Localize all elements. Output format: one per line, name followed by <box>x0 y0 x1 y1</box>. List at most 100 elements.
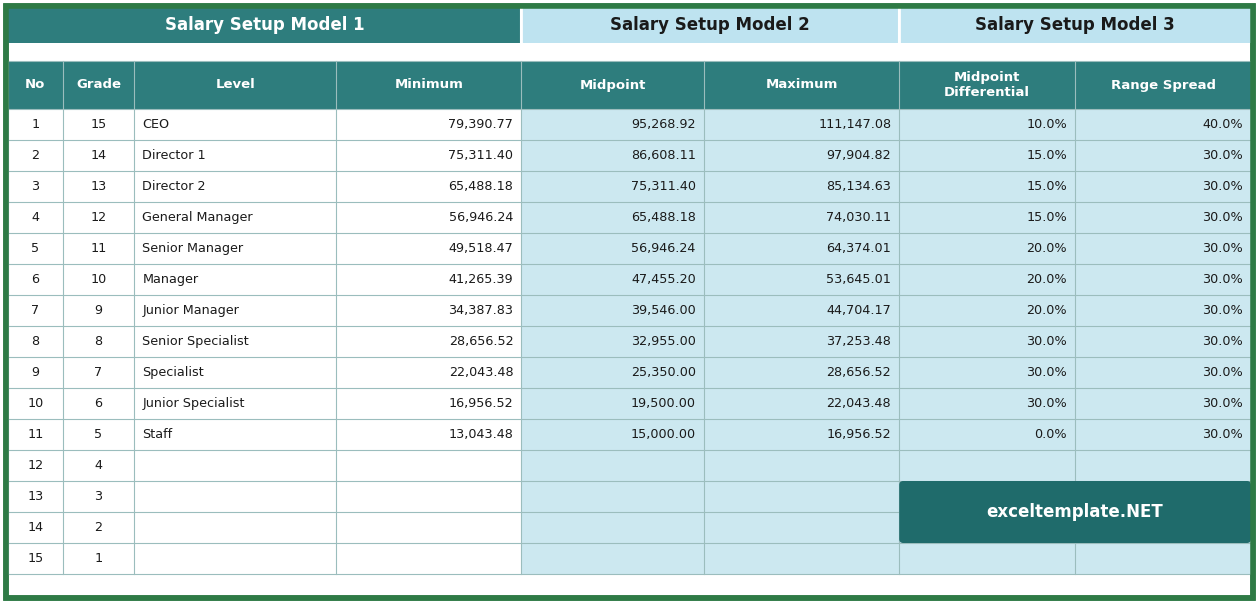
Bar <box>63 295 135 326</box>
Bar <box>135 140 336 171</box>
Text: 28,656.52: 28,656.52 <box>827 366 891 379</box>
Text: 22,043.48: 22,043.48 <box>448 366 514 379</box>
Bar <box>336 388 521 419</box>
Text: 8: 8 <box>94 335 103 348</box>
Bar <box>704 295 899 326</box>
Bar <box>1075 450 1251 481</box>
Bar <box>8 202 63 233</box>
Bar <box>899 202 1075 233</box>
Bar <box>8 109 63 140</box>
Bar <box>63 419 135 450</box>
Bar <box>135 202 336 233</box>
Text: 20.0%: 20.0% <box>1026 273 1068 286</box>
Text: 13,043.48: 13,043.48 <box>448 428 514 441</box>
Text: 65,488.18: 65,488.18 <box>448 180 514 193</box>
Bar <box>521 543 704 574</box>
Bar <box>521 481 704 512</box>
Text: 2: 2 <box>31 149 39 162</box>
Text: Minimum: Minimum <box>394 79 463 91</box>
Bar <box>135 233 336 264</box>
Text: 30.0%: 30.0% <box>1202 242 1243 255</box>
Text: General Manager: General Manager <box>142 211 253 224</box>
Text: 30.0%: 30.0% <box>1202 428 1243 441</box>
Bar <box>1075 326 1251 357</box>
Bar <box>521 8 899 43</box>
Text: 56,946.24: 56,946.24 <box>449 211 514 224</box>
Bar <box>8 140 63 171</box>
Bar <box>135 326 336 357</box>
Bar <box>336 481 521 512</box>
Text: 10: 10 <box>91 273 107 286</box>
Text: 8: 8 <box>31 335 39 348</box>
Bar <box>1075 357 1251 388</box>
Bar <box>8 388 63 419</box>
Bar <box>1075 388 1251 419</box>
Bar <box>336 233 521 264</box>
Bar <box>63 264 135 295</box>
Text: 4: 4 <box>31 211 39 224</box>
Bar <box>899 481 1075 512</box>
Text: 30.0%: 30.0% <box>1202 304 1243 317</box>
Text: 30.0%: 30.0% <box>1026 366 1068 379</box>
Bar <box>1075 202 1251 233</box>
Bar <box>63 109 135 140</box>
Text: 14: 14 <box>28 521 43 534</box>
Bar <box>336 450 521 481</box>
Bar <box>135 419 336 450</box>
Bar <box>704 481 899 512</box>
Bar <box>704 202 899 233</box>
Bar <box>8 481 63 512</box>
Text: 30.0%: 30.0% <box>1202 335 1243 348</box>
Text: Salary Setup Model 3: Salary Setup Model 3 <box>976 16 1175 34</box>
Text: 25,350.00: 25,350.00 <box>631 366 696 379</box>
Bar <box>135 450 336 481</box>
Text: 30.0%: 30.0% <box>1026 335 1068 348</box>
Bar <box>336 326 521 357</box>
Bar <box>521 233 704 264</box>
Text: 30.0%: 30.0% <box>1202 180 1243 193</box>
Text: 11: 11 <box>28 428 44 441</box>
Bar <box>8 512 63 543</box>
Text: 15.0%: 15.0% <box>1026 211 1068 224</box>
Text: 0.0%: 0.0% <box>1035 428 1068 441</box>
Text: 16,956.52: 16,956.52 <box>827 428 891 441</box>
Bar <box>8 326 63 357</box>
Text: 30.0%: 30.0% <box>1202 397 1243 410</box>
Bar <box>63 171 135 202</box>
Text: 1: 1 <box>94 552 103 565</box>
Bar <box>521 419 704 450</box>
Bar <box>63 202 135 233</box>
Bar <box>1075 233 1251 264</box>
Bar <box>521 450 704 481</box>
Bar <box>8 295 63 326</box>
FancyBboxPatch shape <box>899 481 1251 543</box>
Bar <box>63 512 135 543</box>
Text: 74,030.11: 74,030.11 <box>826 211 891 224</box>
Bar <box>336 295 521 326</box>
Text: Director 1: Director 1 <box>142 149 206 162</box>
Text: 49,518.47: 49,518.47 <box>448 242 514 255</box>
Text: 6: 6 <box>31 273 39 286</box>
Text: 9: 9 <box>31 366 39 379</box>
Bar <box>704 543 899 574</box>
Bar <box>336 140 521 171</box>
Text: 3: 3 <box>31 180 39 193</box>
Text: 47,455.20: 47,455.20 <box>631 273 696 286</box>
Bar <box>899 326 1075 357</box>
Bar <box>135 109 336 140</box>
Bar <box>336 61 521 109</box>
Text: 12: 12 <box>28 459 43 472</box>
Text: Maximum: Maximum <box>765 79 837 91</box>
Bar <box>899 419 1075 450</box>
Bar <box>1075 264 1251 295</box>
Bar <box>704 419 899 450</box>
Bar <box>704 357 899 388</box>
Bar <box>336 264 521 295</box>
Text: 30.0%: 30.0% <box>1202 149 1243 162</box>
Text: 19,500.00: 19,500.00 <box>631 397 696 410</box>
Bar <box>1075 140 1251 171</box>
Bar <box>135 295 336 326</box>
Text: No: No <box>25 79 45 91</box>
Bar <box>8 171 63 202</box>
Bar <box>8 61 63 109</box>
